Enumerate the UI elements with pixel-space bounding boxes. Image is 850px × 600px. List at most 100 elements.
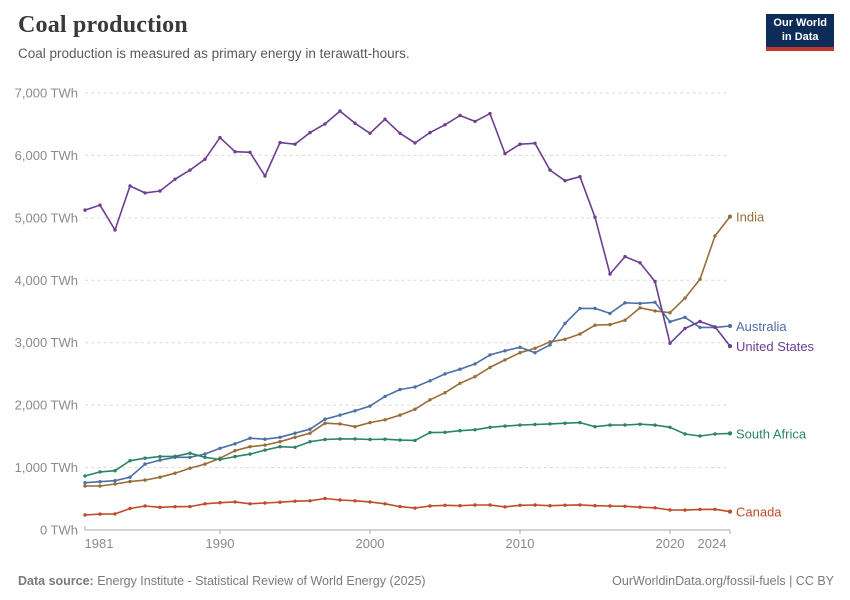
data-point xyxy=(98,203,102,207)
data-point xyxy=(413,438,417,443)
header-titles: Coal production Coal production is measu… xyxy=(18,12,410,61)
data-point xyxy=(293,435,297,439)
data-point xyxy=(338,413,342,417)
data-point xyxy=(158,505,162,509)
data-point xyxy=(548,343,552,347)
y-tick-label-2000: 2,000 TWh xyxy=(15,398,78,413)
data-point xyxy=(623,301,627,305)
data-point xyxy=(338,109,342,113)
data-point xyxy=(308,130,312,135)
data-point xyxy=(248,502,252,506)
data-point xyxy=(458,429,462,433)
data-point xyxy=(473,119,477,124)
series-label-south-africa[interactable]: South Africa xyxy=(736,426,807,441)
data-point xyxy=(308,499,312,503)
x-tick-label-2000: 2000 xyxy=(356,536,385,551)
data-point xyxy=(548,422,552,426)
data-point xyxy=(233,500,237,504)
owid-logo-line1: Our World xyxy=(773,17,827,29)
data-point xyxy=(593,215,597,219)
data-point xyxy=(113,482,117,486)
data-point xyxy=(638,261,642,265)
data-point xyxy=(578,175,582,179)
data-point xyxy=(683,432,687,436)
data-point xyxy=(263,437,267,441)
data-point xyxy=(278,435,282,439)
data-point xyxy=(638,422,642,426)
data-source-label: Data source: xyxy=(18,574,94,588)
data-point xyxy=(278,140,282,145)
y-tick-label-1000: 1,000 TWh xyxy=(15,460,78,475)
x-tick-label-2020: 2020 xyxy=(656,536,685,551)
data-point xyxy=(503,349,507,353)
y-tick-label-6000: 6,000 TWh xyxy=(15,148,78,163)
data-point xyxy=(233,150,237,154)
data-point xyxy=(608,311,612,316)
data-point xyxy=(278,445,282,449)
data-point xyxy=(383,502,387,506)
data-point xyxy=(668,508,672,512)
data-point xyxy=(218,446,222,450)
line-australia xyxy=(84,301,731,484)
data-point xyxy=(383,418,387,422)
data-point xyxy=(458,113,462,118)
data-point xyxy=(83,484,87,488)
data-point xyxy=(563,179,567,183)
data-point xyxy=(398,504,402,509)
data-point xyxy=(503,151,507,156)
data-point xyxy=(473,503,477,507)
data-point xyxy=(518,423,522,427)
data-point xyxy=(188,168,192,172)
data-point xyxy=(593,306,597,311)
data-point xyxy=(293,499,297,503)
data-point xyxy=(623,423,627,427)
series-label-united-states[interactable]: United States xyxy=(736,339,815,354)
data-point xyxy=(698,325,702,330)
x-tick-label-2010: 2010 xyxy=(506,536,535,551)
data-point xyxy=(278,440,282,444)
data-point xyxy=(713,432,717,436)
series-label-australia[interactable]: Australia xyxy=(736,319,787,334)
data-point xyxy=(443,372,447,376)
data-point xyxy=(128,475,132,479)
data-point xyxy=(188,504,192,509)
data-point xyxy=(458,504,462,508)
data-point xyxy=(563,421,567,425)
line-india xyxy=(84,215,731,487)
data-point xyxy=(488,353,492,357)
data-point xyxy=(683,508,687,512)
line-united-states xyxy=(84,110,731,347)
data-point xyxy=(563,503,567,507)
data-point xyxy=(398,387,402,392)
data-point xyxy=(593,323,597,327)
data-point xyxy=(698,319,702,324)
data-point xyxy=(608,322,612,327)
y-tick-label-7000: 7,000 TWh xyxy=(15,86,78,101)
data-point xyxy=(413,141,417,145)
data-point xyxy=(713,325,717,329)
data-source-note: Data source: Energy Institute - Statisti… xyxy=(18,574,426,588)
data-point xyxy=(203,157,207,161)
footer-link[interactable]: OurWorldinData.org/fossil-fuels | CC BY xyxy=(612,574,834,588)
data-point xyxy=(293,431,297,435)
data-point xyxy=(668,320,672,324)
data-point xyxy=(368,500,372,504)
data-point xyxy=(323,417,327,421)
owid-logo[interactable]: Our World in Data xyxy=(766,14,834,51)
data-point xyxy=(98,470,102,474)
data-point xyxy=(383,437,387,441)
data-point xyxy=(727,214,733,219)
data-point xyxy=(638,505,642,509)
series-label-india[interactable]: India xyxy=(736,210,765,225)
x-tick-label-2024: 2024 xyxy=(698,536,727,551)
data-source-text: Energy Institute - Statistical Review of… xyxy=(93,574,426,588)
data-point xyxy=(713,234,717,238)
data-point xyxy=(203,502,207,506)
data-point xyxy=(518,142,522,146)
data-point xyxy=(413,385,417,389)
series-label-canada[interactable]: Canada xyxy=(736,505,782,520)
line-south-africa xyxy=(84,421,731,477)
data-point xyxy=(683,326,687,331)
data-point xyxy=(668,425,672,429)
data-point xyxy=(263,448,267,452)
